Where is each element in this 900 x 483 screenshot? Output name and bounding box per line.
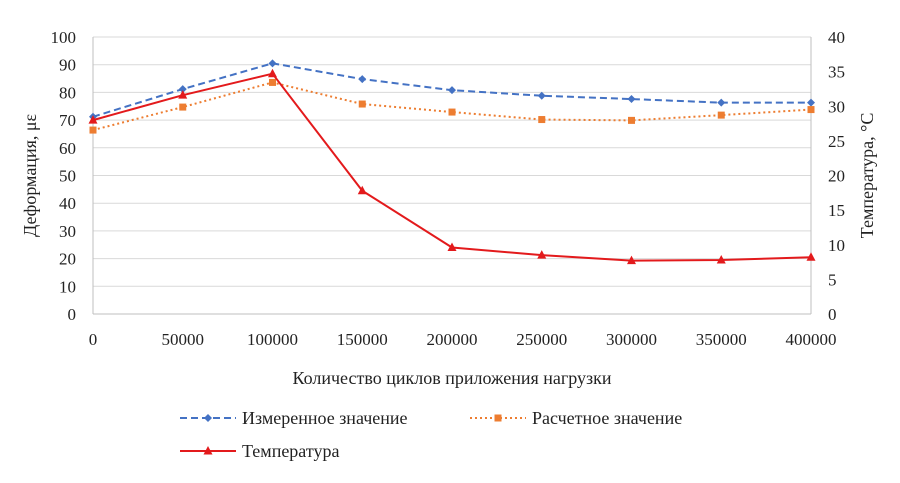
y2-tick-label: 15	[828, 201, 845, 220]
series-lines	[88, 59, 816, 265]
y2-tick-label: 30	[828, 97, 845, 116]
y-axis-title: Деформация, με	[20, 114, 40, 238]
data-point-temperature	[627, 255, 636, 265]
y-tick-label: 70	[59, 111, 76, 130]
y-tick-label: 40	[59, 194, 76, 213]
y2-tick-label: 25	[828, 132, 845, 151]
legend-item-temperature: Температура	[180, 441, 339, 461]
legend-temperature-marker	[203, 446, 213, 455]
gridlines	[93, 36, 811, 315]
x-tick-label: 100000	[247, 330, 298, 349]
y-tick-label: 0	[68, 305, 77, 324]
data-point-temperature	[716, 254, 726, 264]
data-point-measured	[627, 95, 636, 104]
x-tick-label: 350000	[696, 330, 747, 349]
y-tick-label: 10	[59, 277, 76, 296]
series-measured	[89, 59, 815, 121]
legend-calculated-label: Расчетное значение	[532, 408, 682, 428]
data-point-calculated	[717, 111, 725, 119]
series-temperature	[88, 68, 816, 265]
data-point-calculated	[538, 116, 546, 124]
data-point-measured	[537, 91, 546, 100]
data-point-measured	[448, 86, 456, 95]
series-calculated	[89, 78, 815, 134]
legend-marker-shape	[204, 414, 212, 422]
x-tick-label: 50000	[162, 330, 205, 349]
y2-tick-label: 5	[828, 270, 837, 289]
axes	[92, 37, 812, 315]
legend-temperature-label: Температура	[242, 441, 339, 461]
legend-item-measured: Измеренное значение	[180, 408, 408, 428]
y-tick-label: 80	[59, 83, 76, 102]
x-tick-label: 150000	[337, 330, 388, 349]
data-point-temperature	[537, 250, 547, 259]
y2-tick-label: 40	[828, 28, 845, 47]
y2-tick-label: 20	[828, 167, 845, 186]
x-tick-label: 400000	[786, 330, 837, 349]
data-point-measured	[807, 98, 815, 107]
y-tick-label: 20	[59, 250, 76, 269]
data-point-calculated	[358, 100, 366, 108]
legend-measured-label: Измеренное значение	[242, 408, 408, 428]
legend-calculated-marker	[494, 414, 502, 422]
x-axis-title: Количество циклов приложения нагрузки	[293, 368, 612, 388]
legend: Измеренное значение Расчетное значение Т…	[180, 408, 682, 461]
data-point-temperature	[447, 242, 457, 252]
y2-tick-label: 0	[828, 305, 837, 324]
y2-tick-label: 35	[828, 63, 845, 82]
data-point-measured	[717, 98, 726, 107]
data-point-temperature	[806, 252, 816, 261]
data-point-calculated	[89, 126, 97, 134]
data-point-temperature	[178, 90, 188, 99]
x-tick-label: 200000	[427, 330, 478, 349]
data-point-temperature	[268, 68, 277, 78]
data-point-calculated	[448, 108, 456, 116]
y-tick-label: 90	[59, 56, 76, 75]
legend-item-calculated: Расчетное значение	[470, 408, 682, 428]
data-point-calculated	[628, 116, 635, 124]
legend-measured-marker	[204, 414, 212, 422]
data-point-temperature	[88, 115, 98, 124]
y2-axis-title: Температура, °С	[857, 113, 877, 239]
legend-marker-shape	[203, 446, 213, 455]
x-tick-label: 0	[89, 330, 98, 349]
y-tick-label: 100	[51, 28, 77, 47]
y-tick-label: 60	[59, 139, 76, 158]
tick-labels: 0 10 20 30 40 50 60 70 80 90 100 0 5 10 15 20 25 30 35 40 0 5…	[51, 28, 846, 349]
data-point-measured	[358, 75, 367, 84]
y2-tick-label: 10	[828, 236, 845, 255]
data-point-temperature	[357, 185, 367, 195]
data-point-calculated	[179, 103, 187, 111]
data-point-calculated	[269, 78, 276, 86]
data-point-measured	[268, 59, 277, 68]
x-tick-label: 300000	[606, 330, 657, 349]
legend-marker-shape	[494, 414, 502, 422]
data-point-measured	[178, 85, 187, 94]
y-tick-label: 30	[59, 222, 76, 241]
y-tick-label: 50	[59, 167, 76, 186]
data-point-calculated	[807, 106, 815, 114]
x-tick-label: 250000	[516, 330, 567, 349]
